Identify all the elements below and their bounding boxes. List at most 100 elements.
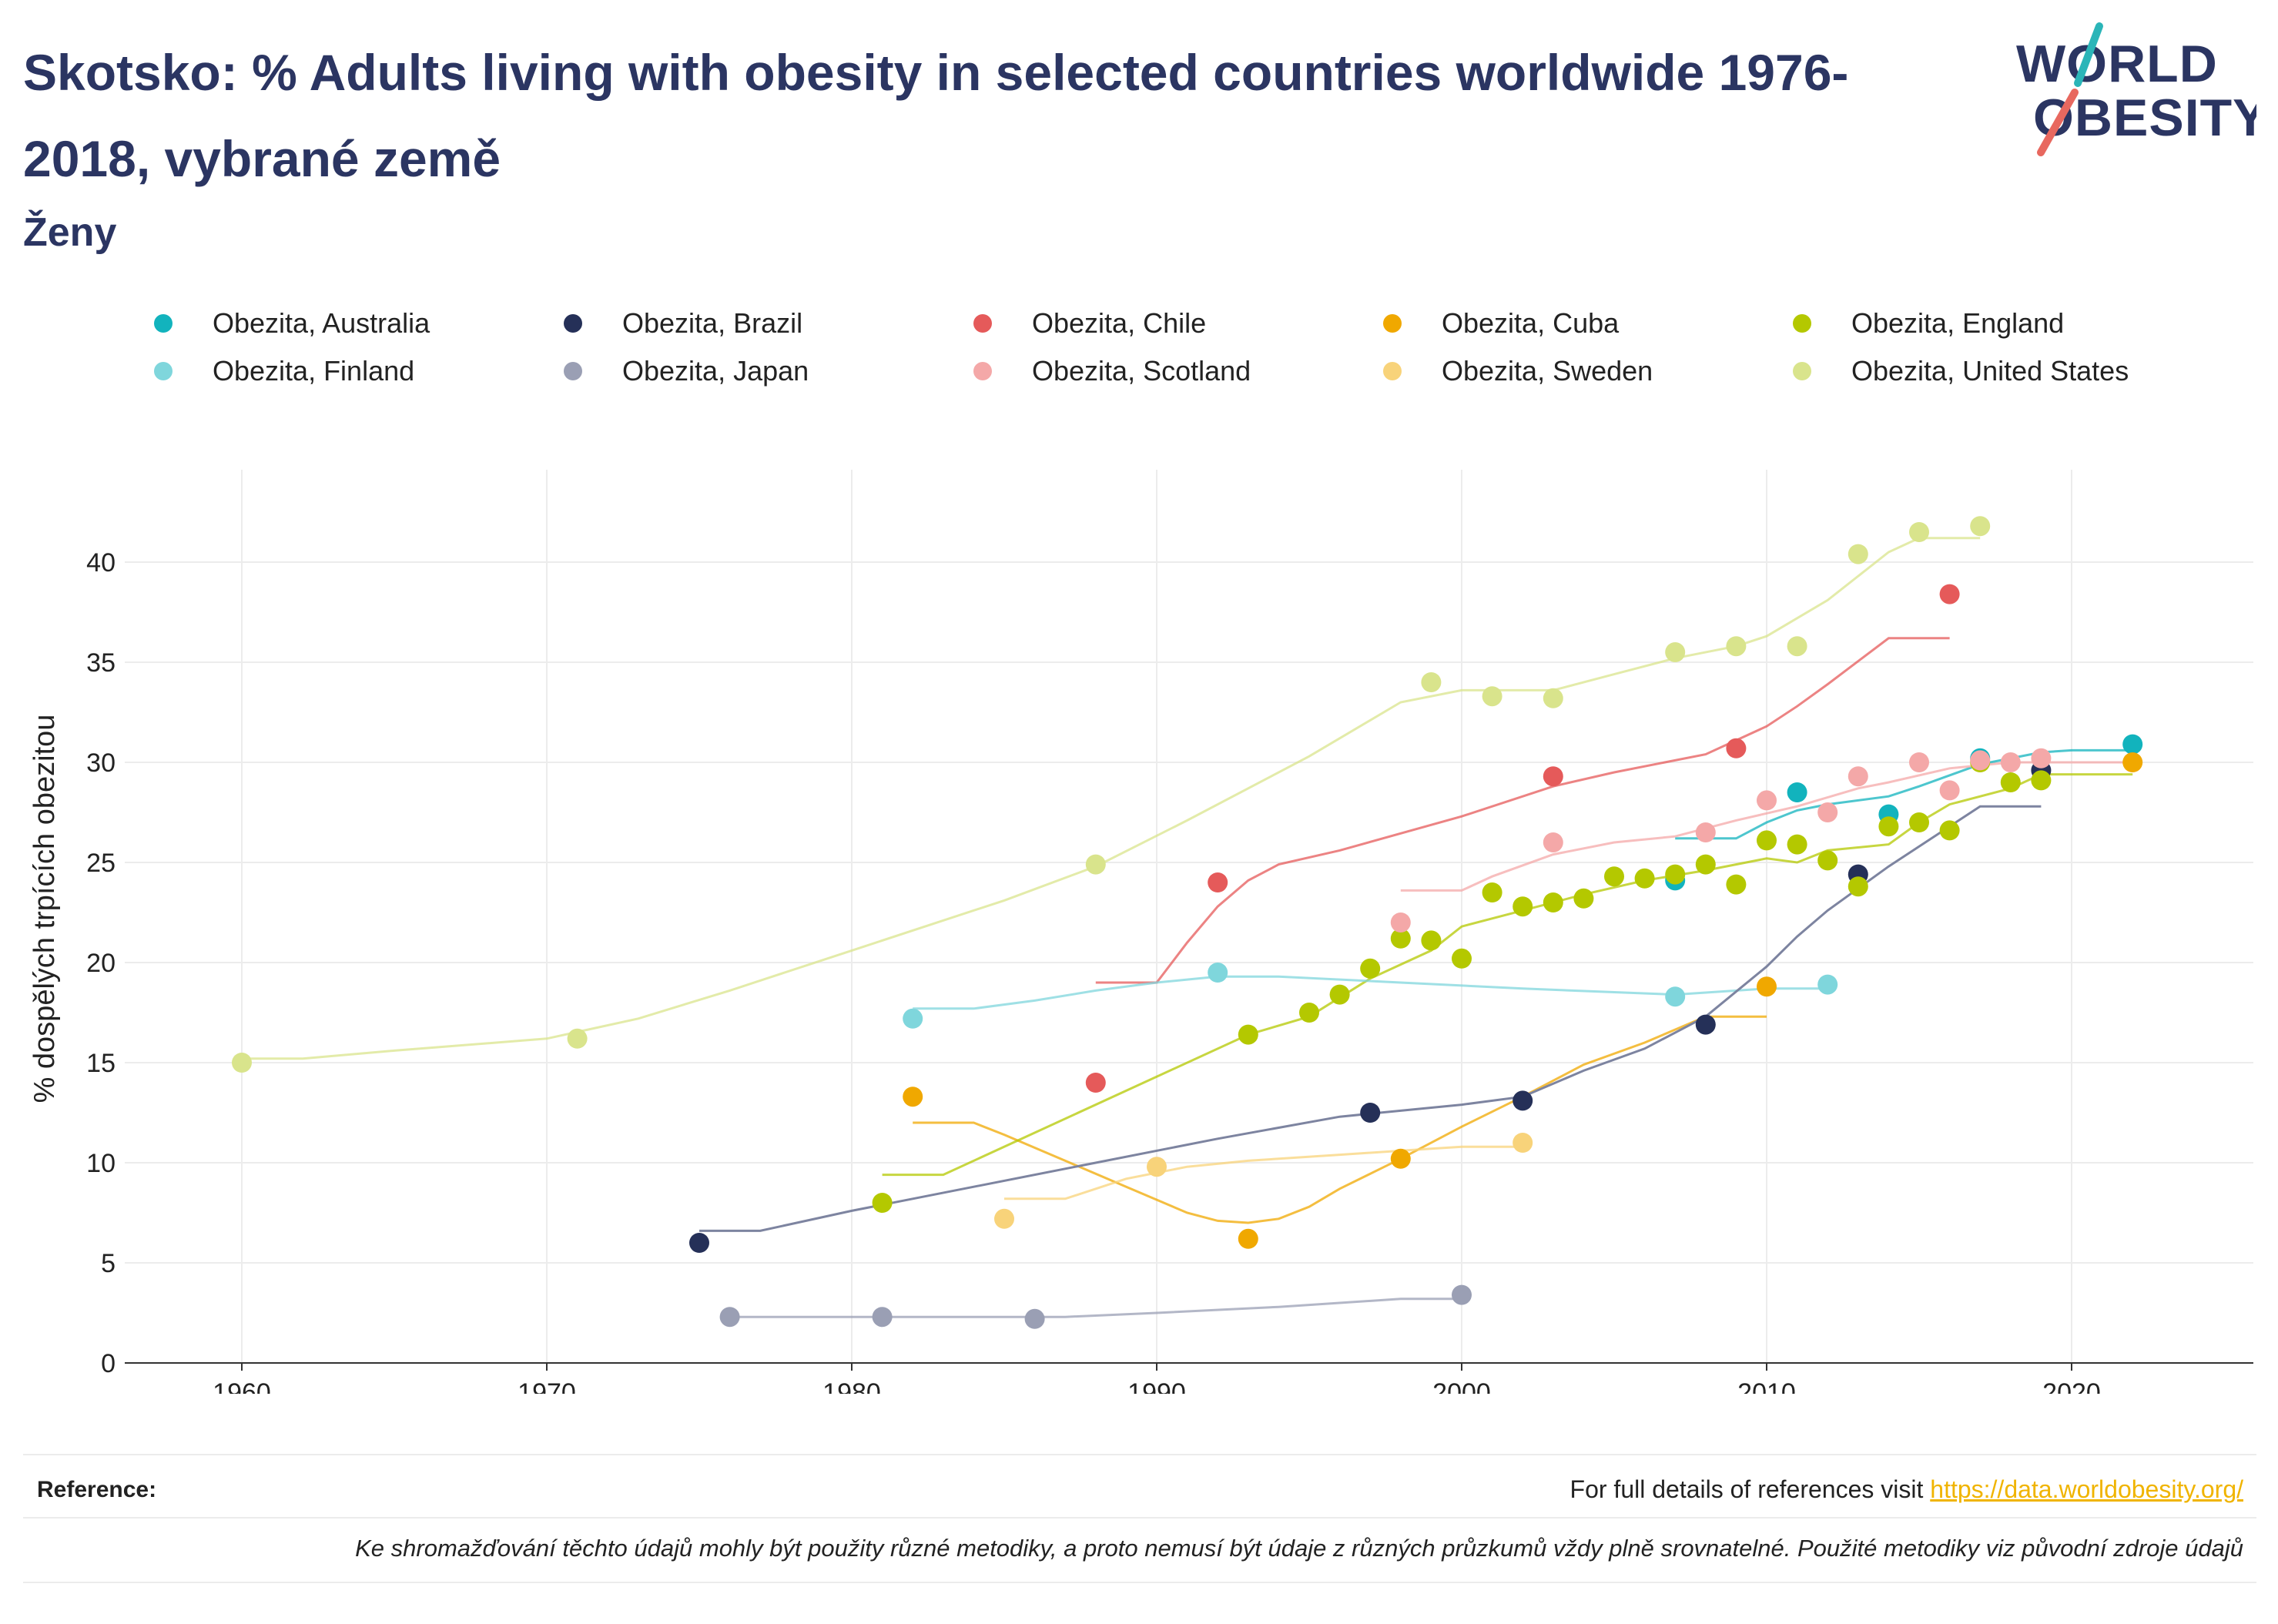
data-point-obezita-united-states[interactable] (1482, 686, 1502, 707)
data-point-obezita-england[interactable] (1817, 850, 1838, 871)
data-point-obezita-england[interactable] (1360, 958, 1381, 979)
data-point-obezita-united-states[interactable] (1909, 522, 1929, 542)
data-point-obezita-scotland[interactable] (2000, 752, 2021, 772)
legend-item-obezita-japan[interactable]: Obezita, Japan (564, 355, 809, 387)
data-point-obezita-scotland[interactable] (1757, 790, 1777, 811)
data-point-obezita-chile[interactable] (1208, 872, 1228, 892)
data-point-obezita-brazil[interactable] (1513, 1090, 1533, 1111)
data-point-obezita-cuba[interactable] (903, 1087, 923, 1107)
data-point-obezita-sweden[interactable] (994, 1208, 1014, 1229)
data-point-obezita-england[interactable] (1329, 984, 1350, 1005)
legend-swatch (1383, 362, 1402, 380)
legend-label: Obezita, England (1851, 307, 2065, 339)
data-point-obezita-england[interactable] (1665, 864, 1686, 885)
data-point-obezita-england[interactable] (1757, 830, 1777, 851)
data-point-obezita-chile[interactable] (1543, 766, 1563, 787)
data-point-obezita-england[interactable] (1604, 866, 1624, 887)
data-point-obezita-united-states[interactable] (1543, 688, 1563, 708)
data-point-obezita-england[interactable] (1726, 874, 1747, 895)
data-point-obezita-scotland[interactable] (1543, 832, 1563, 852)
data-point-obezita-cuba[interactable] (1390, 1148, 1411, 1169)
data-point-obezita-united-states[interactable] (1085, 854, 1106, 875)
reference-link[interactable]: https://data.worldobesity.org/ (1930, 1475, 2243, 1503)
legend-item-obezita-sweden[interactable]: Obezita, Sweden (1383, 355, 1653, 387)
data-point-obezita-united-states[interactable] (232, 1053, 252, 1073)
data-point-obezita-scotland[interactable] (1390, 912, 1411, 933)
data-point-obezita-japan[interactable] (1024, 1308, 1045, 1329)
data-point-obezita-england[interactable] (1421, 930, 1442, 951)
data-point-obezita-england[interactable] (872, 1193, 893, 1213)
data-point-obezita-united-states[interactable] (1665, 642, 1686, 662)
data-point-obezita-finland[interactable] (1665, 986, 1686, 1007)
y-tick-label: 5 (101, 1249, 116, 1278)
data-point-obezita-brazil[interactable] (1695, 1014, 1716, 1035)
legend-swatch (154, 362, 173, 380)
data-point-obezita-england[interactable] (1573, 888, 1594, 909)
trend-line-obezita-sweden (1004, 1145, 1523, 1200)
data-point-obezita-scotland[interactable] (1817, 802, 1838, 822)
data-point-obezita-sweden[interactable] (1513, 1133, 1533, 1153)
data-point-obezita-england[interactable] (1482, 882, 1502, 902)
data-point-obezita-england[interactable] (1939, 820, 1960, 841)
data-point-obezita-cuba[interactable] (1238, 1228, 1258, 1249)
legend-label: Obezita, Cuba (1442, 307, 1620, 339)
data-point-obezita-finland[interactable] (1817, 974, 1838, 995)
data-point-obezita-scotland[interactable] (2031, 748, 2052, 768)
x-tick-label: 2010 (1737, 1378, 1796, 1394)
legend-item-obezita-australia[interactable]: Obezita, Australia (154, 307, 430, 339)
data-point-obezita-scotland[interactable] (1695, 822, 1716, 842)
data-point-obezita-japan[interactable] (1452, 1284, 1472, 1305)
data-point-obezita-scotland[interactable] (1909, 752, 1929, 772)
data-point-obezita-england[interactable] (1543, 892, 1563, 912)
legend-item-obezita-brazil[interactable]: Obezita, Brazil (564, 307, 802, 339)
data-point-obezita-cuba[interactable] (1757, 976, 1777, 997)
data-point-obezita-scotland[interactable] (1848, 766, 1868, 787)
data-point-obezita-chile[interactable] (1939, 584, 1960, 604)
data-point-obezita-england[interactable] (2000, 772, 2021, 792)
data-point-obezita-finland[interactable] (1208, 963, 1228, 983)
data-point-obezita-united-states[interactable] (1970, 516, 1991, 537)
data-point-obezita-japan[interactable] (719, 1307, 740, 1328)
data-point-obezita-england[interactable] (1787, 834, 1807, 855)
data-point-obezita-england[interactable] (1909, 812, 1929, 832)
data-point-obezita-england[interactable] (1452, 948, 1472, 969)
data-point-obezita-england[interactable] (1390, 928, 1411, 949)
chart-legend: Obezita, Australia Obezita, Brazil Obezita… (154, 307, 2195, 408)
data-point-obezita-england[interactable] (1695, 854, 1716, 875)
data-point-obezita-finland[interactable] (903, 1008, 923, 1029)
legend-item-obezita-finland[interactable]: Obezita, Finland (154, 355, 414, 387)
data-point-obezita-england[interactable] (1238, 1024, 1258, 1045)
data-point-obezita-chile[interactable] (1085, 1073, 1106, 1093)
data-point-obezita-sweden[interactable] (1147, 1157, 1167, 1177)
data-point-obezita-england[interactable] (1634, 868, 1655, 889)
legend-label: Obezita, Sweden (1442, 355, 1653, 387)
legend-swatch (154, 314, 173, 333)
data-point-obezita-united-states[interactable] (1421, 672, 1442, 692)
data-point-obezita-scotland[interactable] (1970, 750, 1991, 771)
data-point-obezita-brazil[interactable] (689, 1233, 709, 1253)
data-point-obezita-brazil[interactable] (1360, 1103, 1381, 1123)
reference-prefix: For full details of references visit (1569, 1475, 1931, 1503)
data-point-obezita-united-states[interactable] (1787, 636, 1807, 657)
data-point-obezita-england[interactable] (1878, 816, 1899, 837)
data-point-obezita-chile[interactable] (1726, 738, 1747, 758)
data-point-obezita-england[interactable] (1299, 1003, 1319, 1023)
legend-item-obezita-chile[interactable]: Obezita, Chile (973, 307, 1206, 339)
data-point-obezita-england[interactable] (1513, 896, 1533, 917)
data-point-obezita-scotland[interactable] (1939, 780, 1960, 801)
data-point-obezita-japan[interactable] (872, 1307, 893, 1328)
data-point-obezita-australia[interactable] (2122, 734, 2143, 755)
footer-divider-bottom (23, 1582, 2256, 1583)
data-point-obezita-cuba[interactable] (2122, 752, 2143, 772)
legend-item-obezita-united-states[interactable]: Obezita, United States (1793, 355, 2129, 387)
legend-item-obezita-england[interactable]: Obezita, England (1793, 307, 2065, 339)
data-point-obezita-england[interactable] (1848, 876, 1868, 897)
world-obesity-logo: WORLD OBESITY (2002, 20, 2268, 166)
data-point-obezita-england[interactable] (2031, 770, 2052, 791)
data-point-obezita-united-states[interactable] (1726, 636, 1747, 657)
data-point-obezita-united-states[interactable] (1848, 544, 1868, 564)
data-point-obezita-united-states[interactable] (567, 1028, 588, 1049)
legend-item-obezita-scotland[interactable]: Obezita, Scotland (973, 355, 1251, 387)
data-point-obezita-australia[interactable] (1787, 782, 1807, 802)
legend-item-obezita-cuba[interactable]: Obezita, Cuba (1383, 307, 1620, 339)
